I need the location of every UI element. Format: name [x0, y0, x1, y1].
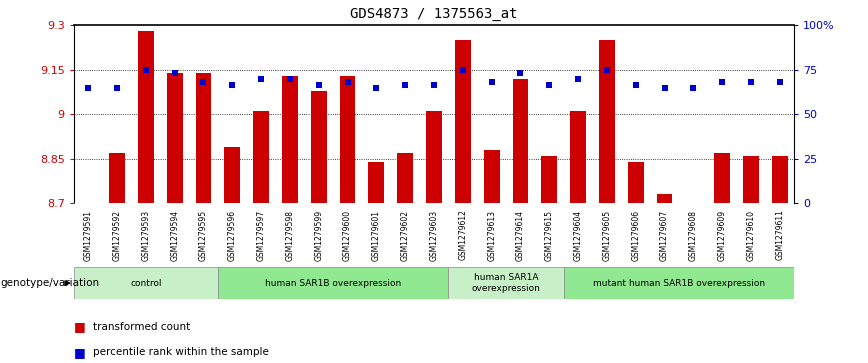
Text: GSM1279602: GSM1279602 [401, 209, 410, 261]
Text: GSM1279610: GSM1279610 [746, 209, 755, 261]
Bar [455, 40, 470, 203]
Text: genotype/variation: genotype/variation [1, 278, 100, 288]
Bar [570, 111, 586, 203]
Point [484, 79, 498, 85]
Text: control: control [130, 279, 161, 287]
Point [628, 82, 642, 87]
Point [600, 67, 614, 73]
Point [139, 67, 153, 73]
Text: human SAR1A
overexpression: human SAR1A overexpression [471, 273, 541, 293]
Bar [224, 147, 240, 203]
Text: GDS4873 / 1375563_at: GDS4873 / 1375563_at [351, 7, 517, 21]
Text: GSM1279593: GSM1279593 [141, 209, 150, 261]
Text: GSM1279591: GSM1279591 [83, 209, 93, 261]
Bar [109, 153, 125, 203]
Text: GSM1279600: GSM1279600 [343, 209, 352, 261]
Bar [195, 73, 212, 203]
Bar [714, 153, 730, 203]
Point [226, 82, 240, 87]
FancyBboxPatch shape [449, 267, 563, 299]
Point [542, 82, 556, 87]
Text: GSM1279605: GSM1279605 [602, 209, 611, 261]
Point [687, 85, 700, 91]
Text: ■: ■ [74, 346, 86, 359]
Bar [282, 76, 298, 203]
Point [571, 76, 585, 82]
Text: GSM1279606: GSM1279606 [631, 209, 641, 261]
Text: GSM1279598: GSM1279598 [286, 209, 294, 261]
Bar [253, 111, 269, 203]
Text: GSM1279611: GSM1279611 [775, 209, 785, 261]
Text: GSM1279599: GSM1279599 [314, 209, 323, 261]
Bar [483, 150, 500, 203]
Bar [368, 162, 385, 203]
Bar [599, 40, 615, 203]
Bar [398, 153, 413, 203]
Point [427, 82, 441, 87]
Text: GSM1279614: GSM1279614 [516, 209, 525, 261]
Text: GSM1279601: GSM1279601 [372, 209, 381, 261]
Point [312, 82, 326, 87]
Bar [138, 31, 154, 203]
Point [196, 79, 210, 85]
Point [514, 70, 528, 76]
Point [370, 85, 384, 91]
Text: GSM1279609: GSM1279609 [718, 209, 727, 261]
Bar [656, 194, 673, 203]
Text: GSM1279597: GSM1279597 [257, 209, 266, 261]
Text: GSM1279603: GSM1279603 [430, 209, 438, 261]
Point [398, 82, 412, 87]
Text: ■: ■ [74, 320, 86, 333]
Bar [339, 76, 356, 203]
Bar [512, 79, 529, 203]
Text: GSM1279595: GSM1279595 [199, 209, 208, 261]
Point [110, 85, 124, 91]
Text: GSM1279607: GSM1279607 [660, 209, 669, 261]
Text: GSM1279615: GSM1279615 [545, 209, 554, 261]
Text: percentile rank within the sample: percentile rank within the sample [93, 347, 269, 357]
Point [254, 76, 268, 82]
Point [82, 85, 95, 91]
Point [168, 70, 181, 76]
FancyBboxPatch shape [218, 267, 449, 299]
Point [340, 79, 354, 85]
Text: GSM1279594: GSM1279594 [170, 209, 179, 261]
Point [658, 85, 672, 91]
Bar [772, 156, 788, 203]
Text: GSM1279596: GSM1279596 [227, 209, 237, 261]
Text: GSM1279592: GSM1279592 [113, 209, 122, 261]
Point [715, 79, 729, 85]
Bar [628, 162, 644, 203]
Bar [426, 111, 442, 203]
FancyBboxPatch shape [74, 267, 218, 299]
Text: GSM1279612: GSM1279612 [458, 209, 467, 261]
FancyBboxPatch shape [563, 267, 794, 299]
Bar [743, 156, 759, 203]
Text: GSM1279604: GSM1279604 [574, 209, 582, 261]
Text: GSM1279608: GSM1279608 [689, 209, 698, 261]
Bar [311, 91, 326, 203]
Point [456, 67, 470, 73]
Text: transformed count: transformed count [93, 322, 190, 332]
Text: human SAR1B overexpression: human SAR1B overexpression [265, 279, 401, 287]
Bar [167, 73, 182, 203]
Point [283, 76, 297, 82]
Text: mutant human SAR1B overexpression: mutant human SAR1B overexpression [593, 279, 765, 287]
Point [744, 79, 758, 85]
Bar [542, 156, 557, 203]
Point [773, 79, 786, 85]
Text: GSM1279613: GSM1279613 [487, 209, 496, 261]
